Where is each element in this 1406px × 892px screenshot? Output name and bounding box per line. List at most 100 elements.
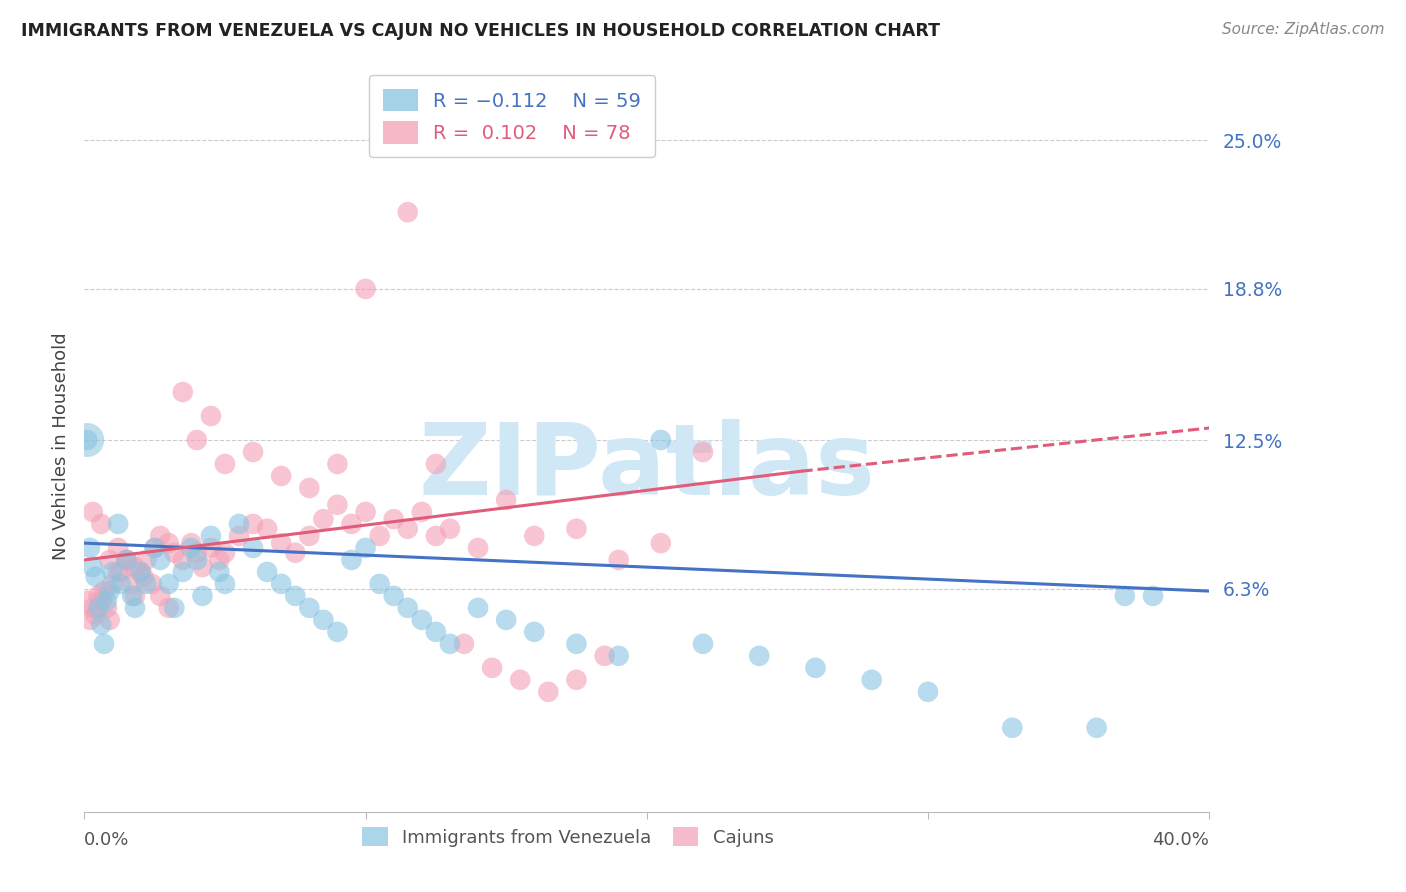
Point xyxy=(692,445,714,459)
Point xyxy=(692,637,714,651)
Point xyxy=(748,648,770,663)
Point xyxy=(242,516,264,531)
Point xyxy=(270,577,292,591)
Point xyxy=(284,546,307,560)
Point xyxy=(354,505,377,519)
Point xyxy=(481,661,503,675)
Point xyxy=(107,565,129,579)
Point xyxy=(135,577,157,591)
Point xyxy=(242,445,264,459)
Point xyxy=(804,661,827,675)
Point xyxy=(98,584,121,599)
Point xyxy=(98,553,121,567)
Point xyxy=(129,565,152,579)
Point xyxy=(157,600,180,615)
Point xyxy=(107,516,129,531)
Point xyxy=(84,570,107,584)
Point xyxy=(76,433,98,447)
Point xyxy=(411,613,433,627)
Point xyxy=(340,553,363,567)
Point xyxy=(84,608,107,623)
Text: Source: ZipAtlas.com: Source: ZipAtlas.com xyxy=(1222,22,1385,37)
Text: 40.0%: 40.0% xyxy=(1153,831,1209,849)
Point xyxy=(607,553,630,567)
Point xyxy=(467,600,489,615)
Point xyxy=(650,536,672,550)
Point xyxy=(191,560,214,574)
Point xyxy=(917,685,939,699)
Point xyxy=(214,577,236,591)
Point xyxy=(467,541,489,555)
Point xyxy=(565,522,588,536)
Point xyxy=(110,577,132,591)
Point xyxy=(382,589,405,603)
Point xyxy=(79,541,101,555)
Point xyxy=(98,613,121,627)
Point xyxy=(1114,589,1136,603)
Point xyxy=(565,673,588,687)
Point xyxy=(186,433,208,447)
Point xyxy=(1085,721,1108,735)
Point xyxy=(228,516,250,531)
Point xyxy=(565,637,588,651)
Point xyxy=(396,600,419,615)
Point xyxy=(135,553,157,567)
Point xyxy=(354,541,377,555)
Point xyxy=(87,589,110,603)
Point xyxy=(270,469,292,483)
Point xyxy=(90,617,112,632)
Point xyxy=(523,529,546,543)
Point xyxy=(326,624,349,639)
Point xyxy=(172,553,194,567)
Y-axis label: No Vehicles in Household: No Vehicles in Household xyxy=(52,332,70,560)
Point xyxy=(214,457,236,471)
Point xyxy=(101,565,124,579)
Point xyxy=(607,648,630,663)
Point xyxy=(256,565,278,579)
Point xyxy=(186,546,208,560)
Point xyxy=(87,600,110,615)
Point xyxy=(439,637,461,651)
Point xyxy=(425,624,447,639)
Point xyxy=(396,522,419,536)
Point xyxy=(115,553,138,567)
Point xyxy=(90,516,112,531)
Point xyxy=(110,565,132,579)
Point xyxy=(172,385,194,400)
Point xyxy=(200,541,222,555)
Point xyxy=(132,570,155,584)
Point xyxy=(425,529,447,543)
Text: IMMIGRANTS FROM VENEZUELA VS CAJUN NO VEHICLES IN HOUSEHOLD CORRELATION CHART: IMMIGRANTS FROM VENEZUELA VS CAJUN NO VE… xyxy=(21,22,941,40)
Point xyxy=(326,457,349,471)
Point xyxy=(396,205,419,219)
Point xyxy=(368,529,391,543)
Point xyxy=(76,433,98,447)
Point xyxy=(382,512,405,526)
Point xyxy=(425,457,447,471)
Point xyxy=(208,565,231,579)
Point xyxy=(593,648,616,663)
Point xyxy=(172,565,194,579)
Point xyxy=(495,492,517,507)
Point xyxy=(284,589,307,603)
Point xyxy=(115,553,138,567)
Point xyxy=(256,522,278,536)
Point xyxy=(149,589,172,603)
Point xyxy=(312,613,335,627)
Point xyxy=(129,565,152,579)
Point xyxy=(298,529,321,543)
Point xyxy=(208,553,231,567)
Point xyxy=(93,584,115,599)
Point xyxy=(124,589,146,603)
Point xyxy=(270,536,292,550)
Point xyxy=(157,577,180,591)
Point xyxy=(298,481,321,495)
Point xyxy=(107,541,129,555)
Point xyxy=(163,546,186,560)
Point xyxy=(860,673,883,687)
Point xyxy=(143,541,166,555)
Point xyxy=(96,593,118,607)
Point xyxy=(180,536,202,550)
Point xyxy=(121,589,143,603)
Point xyxy=(90,593,112,607)
